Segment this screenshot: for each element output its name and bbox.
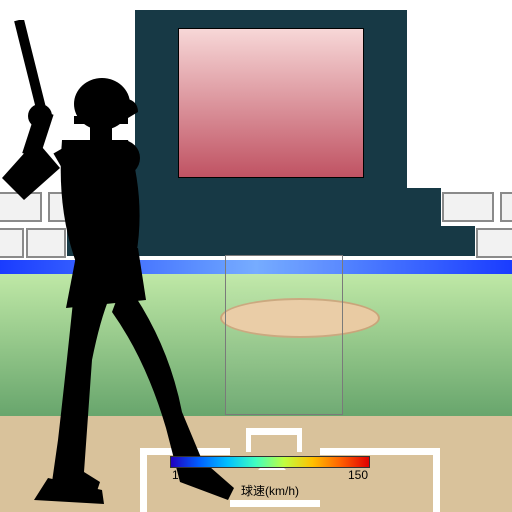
speed-legend: 100 150 球速(km/h) <box>170 456 370 499</box>
plate-line <box>320 448 440 455</box>
legend-title: 球速(km/h) <box>170 482 370 499</box>
legend-tick-min: 100 <box>172 468 192 482</box>
batter-silhouette <box>0 20 256 510</box>
plate-line <box>433 448 440 512</box>
legend-colorbar <box>170 456 370 468</box>
stand-box <box>500 192 512 222</box>
stand-box <box>442 192 494 222</box>
legend-tick-max: 150 <box>348 468 368 482</box>
plate-line <box>297 428 302 452</box>
legend-ticks: 100 150 <box>170 468 370 482</box>
stand-box <box>476 228 512 258</box>
baseball-scene: 100 150 球速(km/h) <box>0 0 512 512</box>
